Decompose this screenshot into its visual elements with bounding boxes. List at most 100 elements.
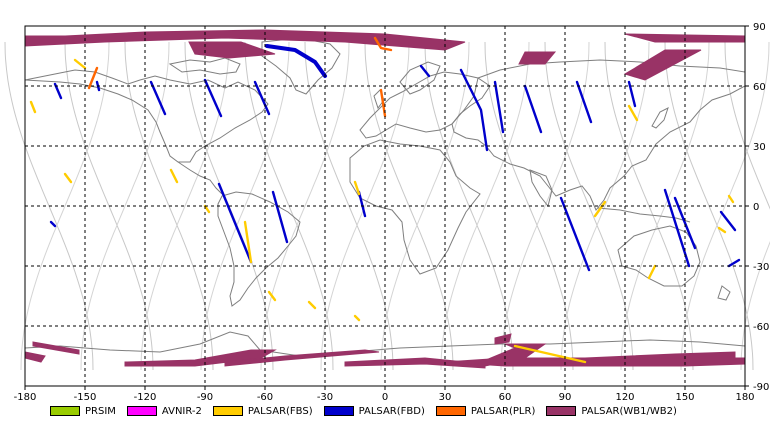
swath-palsar-fbd- (719, 210, 737, 232)
swath-palsar-fbs- (513, 344, 587, 364)
orbit-track (200, 41, 290, 371)
legend-swatch (126, 406, 157, 416)
x-tick-label: 150 (675, 392, 694, 403)
y-tick-label: -90 (753, 382, 769, 393)
x-axis-ticks: -180 -150 -120 -90 -60 -30 0 30 60 90 120 150 180 (14, 386, 755, 403)
legend-label: PALSAR(WB1/WB2) (581, 405, 677, 417)
swath-palsar-fbd- (419, 64, 431, 78)
legend-swatch (323, 406, 354, 416)
legend-item: PALSAR(FBD) (323, 405, 425, 417)
coastline-britain (373, 89, 385, 110)
y-tick-label: 0 (753, 202, 759, 213)
x-tick-label: 0 (382, 392, 388, 403)
legend-swatch (50, 406, 80, 416)
y-tick-label: 90 (753, 22, 766, 33)
swath-layer (24, 29, 746, 369)
x-tick-label: 90 (559, 392, 572, 403)
coastline-arctic-islands (168, 57, 241, 75)
swath-palsar-plr- (87, 66, 99, 90)
swath-palsar-fbd- (217, 182, 253, 264)
coastline-north-america (24, 69, 269, 163)
legend-label: PALSAR(PLR) (470, 405, 536, 417)
x-tick-label: -180 (14, 392, 37, 403)
orbit-track (20, 41, 110, 371)
swath-palsar-fbd- (357, 190, 367, 218)
swath-palsar-fbd- (493, 80, 505, 134)
swath-palsar-wb1-wb2- (188, 41, 276, 59)
swath-palsar-fbd- (523, 84, 543, 134)
x-tick-label: 120 (615, 392, 634, 403)
swath-palsar-fbd- (49, 220, 57, 228)
swath-palsar-fbs- (243, 220, 253, 264)
legend-item: PALSAR(FBS) (212, 405, 313, 417)
orbit-track (440, 41, 530, 371)
y-tick-label: -60 (753, 322, 769, 333)
orbit-track (260, 41, 350, 371)
swath-palsar-fbs- (203, 204, 211, 214)
legend-swatch (212, 406, 243, 416)
coastline-scandinavia (399, 61, 441, 95)
swath-palsar-wb1-wb2- (623, 49, 702, 81)
swath-palsar-wb1-wb2- (32, 341, 80, 355)
x-tick-label: -120 (134, 392, 157, 403)
orbit-track (680, 41, 770, 371)
legend-label: PRSIM (85, 405, 116, 417)
swath-palsar-fbs- (29, 100, 37, 114)
coastline-south-america (217, 191, 301, 307)
orbit-track (320, 41, 410, 371)
swath-palsar-wb1-wb2- (224, 349, 380, 367)
swath-palsar-fbs- (307, 300, 317, 310)
swath-palsar-fbs- (73, 58, 87, 70)
swath-palsar-fbd- (149, 80, 167, 116)
swath-palsar-wb1-wb2- (344, 357, 486, 369)
swath-palsar-fbs- (593, 200, 607, 218)
legend-item: PALSAR(WB1/WB2) (546, 406, 677, 417)
swath-palsar-fbd- (459, 68, 489, 152)
swath-palsar-fbd- (575, 80, 593, 124)
y-axis-ticks: 90 60 30 0 -30 -60 -90 (745, 22, 769, 393)
swath-palsar-plr- (379, 88, 387, 118)
legend-label: PALSAR(FBD) (358, 405, 425, 417)
orbit-track (80, 41, 170, 371)
legend-label: AVNIR-2 (161, 405, 202, 417)
legend-item: PALSAR(PLR) (435, 405, 536, 417)
y-tick-label: 30 (753, 142, 766, 153)
swath-palsar-fbs- (717, 226, 727, 234)
x-tick-label: -60 (257, 392, 273, 403)
x-tick-label: -150 (74, 392, 97, 403)
swath-palsar-fbs- (353, 180, 361, 196)
x-tick-label: 180 (735, 392, 754, 403)
x-tick-label: -90 (197, 392, 213, 403)
swath-palsar-plr- (373, 36, 393, 52)
legend-item: AVNIR-2 (126, 405, 202, 417)
coastline-new-zealand (717, 285, 731, 301)
legend-label: PALSAR(FBS) (247, 405, 313, 417)
x-tick-label: 60 (499, 392, 512, 403)
coastline-europe (359, 71, 491, 139)
swath-palsar-fbd- (559, 196, 591, 272)
swath-palsar-wb1-wb2- (518, 51, 557, 65)
swath-palsar-fbs- (353, 314, 361, 322)
swath-palsar-fbs- (63, 172, 73, 184)
swath-palsar-fbd- (627, 80, 637, 108)
orbit-track (560, 41, 650, 371)
swath-palsar-fbs- (727, 194, 735, 204)
y-tick-label: 60 (753, 82, 766, 93)
orbit-track (620, 41, 710, 371)
swath-palsar-fbd- (265, 44, 327, 78)
swath-palsar-fbs- (267, 290, 277, 302)
swath-palsar-fbd- (271, 190, 289, 244)
x-tick-label: 30 (439, 392, 452, 403)
x-tick-label: -30 (317, 392, 333, 403)
coastline-japan (651, 107, 669, 129)
legend: PRSIM AVNIR-2 PALSAR(FBS) PALSAR(FBD) PALSAR… (50, 404, 688, 418)
swath-palsar-fbs- (627, 104, 639, 122)
legend-swatch (435, 406, 466, 416)
orbit-track (380, 41, 470, 371)
y-tick-label: -30 (753, 262, 769, 273)
orbit-track (740, 240, 770, 371)
swath-palsar-fbd- (727, 258, 741, 268)
orbit-track (724, 41, 770, 210)
coastline-greenland (261, 37, 341, 95)
